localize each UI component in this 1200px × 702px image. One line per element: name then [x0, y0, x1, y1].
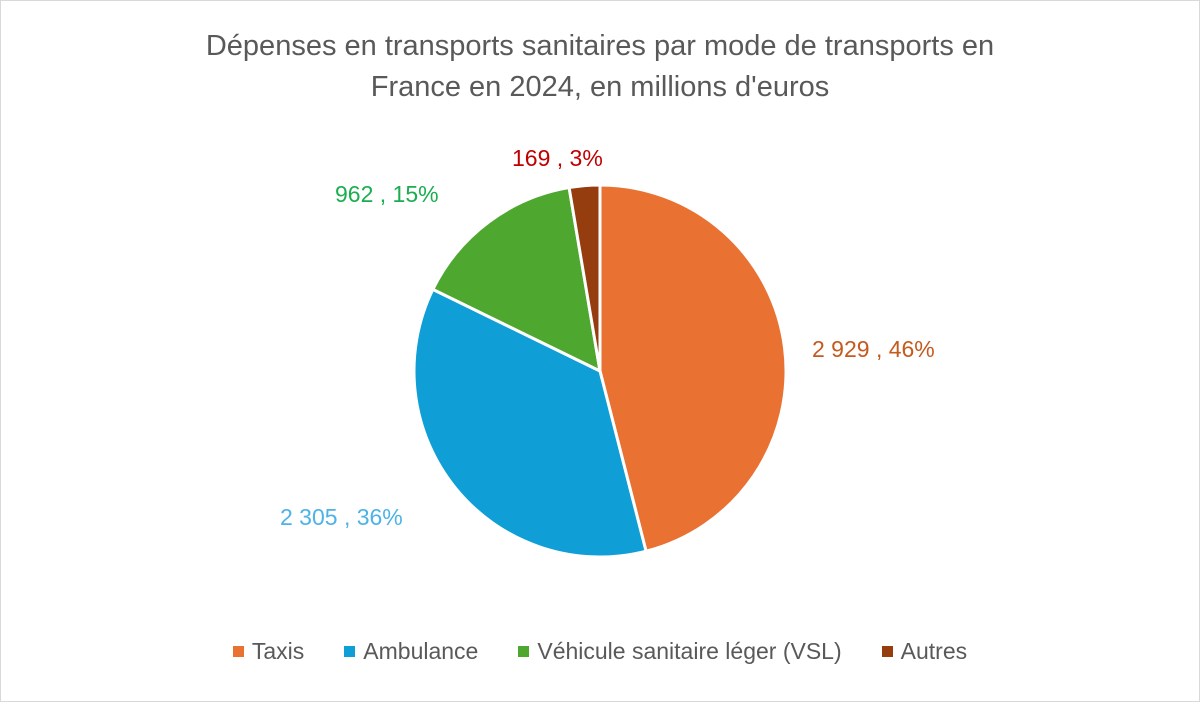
- chart-title: Dépenses en transports sanitaires par mo…: [0, 26, 1200, 108]
- data-label: 169 , 3%: [512, 145, 603, 171]
- legend-swatch: [518, 646, 530, 657]
- legend: Taxis Ambulance Véhicule sanitaire léger (…: [0, 638, 1200, 665]
- legend-label: Véhicule sanitaire léger (VSL): [537, 638, 842, 664]
- legend-swatch: [344, 646, 356, 657]
- pie-slice-v-hicule-sanitaire-l-ger-vsl: [431, 186, 602, 373]
- legend-swatch: [881, 646, 893, 657]
- legend-swatch: [232, 646, 244, 657]
- data-label: 2 929 , 46%: [812, 336, 935, 362]
- pie-slice-autres: [567, 183, 602, 373]
- legend-item: Ambulance: [344, 638, 478, 665]
- pie-slice-taxis: [598, 183, 788, 553]
- legend-label: Autres: [900, 638, 968, 664]
- chart-title-line-2: France en 2024, en millions d'euros: [370, 71, 830, 103]
- legend-item: Taxis: [232, 638, 305, 665]
- legend-label: Taxis: [251, 638, 305, 664]
- pie-slice-ambulance: [412, 287, 648, 559]
- legend-label: Ambulance: [363, 638, 479, 664]
- legend-item: Autres: [881, 638, 968, 665]
- data-label: 2 305 , 36%: [280, 504, 403, 530]
- chart-title-line-1: Dépenses en transports sanitaires par mo…: [205, 30, 995, 62]
- pie-slices: [412, 183, 788, 559]
- legend-item: Véhicule sanitaire léger (VSL): [518, 638, 842, 665]
- data-label: 962 , 15%: [335, 181, 439, 207]
- data-labels: 2 929 , 46% 2 305 , 36% 962 , 15% 169 , 3%: [280, 145, 935, 530]
